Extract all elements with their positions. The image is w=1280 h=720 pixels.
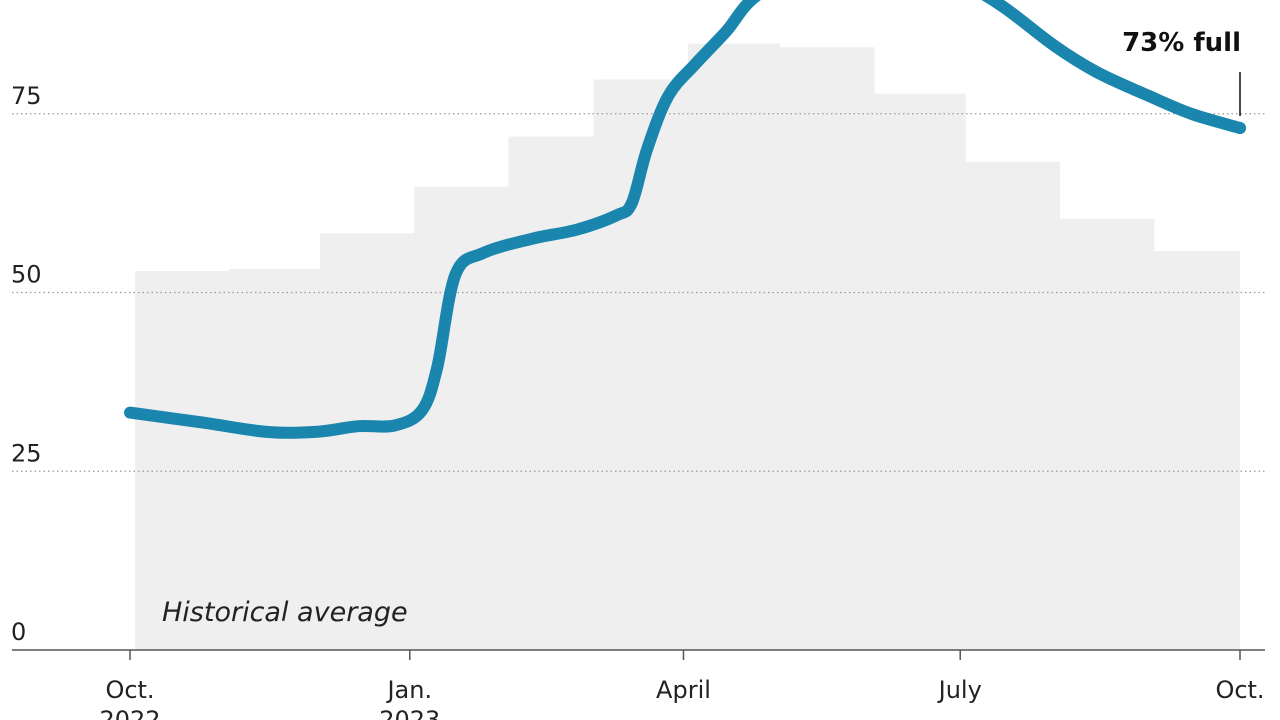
y-axis-tick-labels: 0 25 50 75 [11, 82, 42, 646]
historical-average-bar [508, 136, 595, 650]
historical-average-bar [228, 268, 322, 650]
x-tick-label: 2022 [99, 706, 160, 720]
series-line [124, 0, 1246, 439]
x-axis-ticks: Oct. 2022 Jan. 2023 April July Oct. [99, 650, 1265, 720]
x-tick-label: April [656, 676, 711, 704]
historical-average-bar [1153, 251, 1240, 650]
x-tick-label: Jan. [385, 676, 432, 704]
y-tick-label: 0 [11, 618, 26, 646]
historical-average-area [135, 43, 1240, 651]
x-tick-label: Oct. [1215, 676, 1264, 704]
x-tick-label: Oct. [105, 676, 154, 704]
series-end-point [1234, 122, 1246, 135]
gridlines [12, 113, 1265, 472]
historical-average-bar [135, 271, 230, 650]
historical-average-bar [964, 161, 1060, 650]
y-tick-label: 25 [11, 439, 42, 467]
historical-average-bar [779, 47, 875, 650]
historical-average-bar [320, 233, 416, 650]
end-callout-label: 73% full [1122, 28, 1241, 58]
historical-average-label: Historical average [162, 597, 408, 628]
historical-average-bar [1058, 218, 1155, 651]
x-tick-label: 2023 [379, 706, 440, 720]
y-tick-label: 50 [11, 261, 42, 289]
historical-average-bar [873, 93, 966, 651]
y-tick-label: 75 [11, 82, 42, 110]
x-tick-label: July [937, 676, 982, 704]
historical-average-bar [687, 43, 781, 651]
